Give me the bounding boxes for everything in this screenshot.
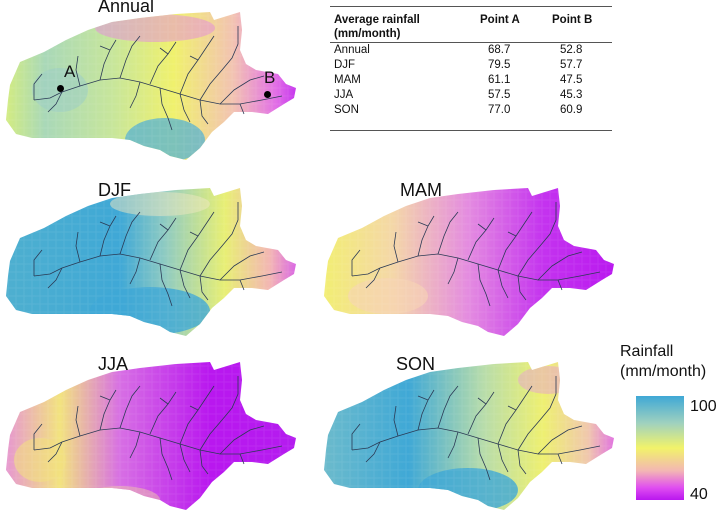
table-top-rule bbox=[330, 6, 612, 7]
table-row: JJA 57.5 45.3 bbox=[330, 89, 612, 103]
table-header-label: Average rainfall (mm/month) bbox=[334, 14, 420, 40]
row-label: JJA bbox=[334, 89, 354, 101]
row-label: SON bbox=[334, 104, 359, 116]
panel-jja: JJA bbox=[0, 350, 300, 518]
point-b-marker bbox=[264, 91, 271, 98]
panel-mam: MAM bbox=[318, 176, 618, 344]
table-bottom-rule bbox=[330, 130, 612, 131]
map-son bbox=[324, 362, 614, 510]
panel-son: SON bbox=[318, 350, 618, 518]
row-point-b: 52.8 bbox=[560, 44, 583, 56]
row-point-a: 57.5 bbox=[488, 89, 511, 101]
map-mam bbox=[324, 188, 614, 336]
row-point-b: 45.3 bbox=[560, 89, 583, 101]
map-annual bbox=[6, 12, 296, 160]
map-jja bbox=[6, 362, 296, 510]
table-row: MAM 61.1 47.5 bbox=[330, 74, 612, 88]
legend-color-bar bbox=[636, 396, 684, 500]
table-row: DJF 79.5 57.7 bbox=[330, 59, 612, 73]
table-header-point-b: Point B bbox=[552, 14, 593, 26]
table-row: SON 77.0 60.9 bbox=[330, 104, 612, 118]
table-row: Annual 68.7 52.8 bbox=[330, 44, 612, 58]
panel-title-son: SON bbox=[396, 354, 436, 374]
map-djf bbox=[6, 188, 296, 336]
row-point-a: 61.1 bbox=[488, 74, 511, 86]
point-b-label: B bbox=[264, 68, 276, 87]
row-point-b: 60.9 bbox=[560, 104, 583, 116]
table-header-point-a: Point A bbox=[480, 14, 520, 26]
row-label: MAM bbox=[334, 74, 361, 86]
panel-title-annual: Annual bbox=[98, 0, 155, 16]
row-point-b: 57.7 bbox=[560, 59, 583, 71]
row-point-a: 79.5 bbox=[488, 59, 511, 71]
panel-djf: DJF bbox=[0, 176, 300, 344]
panel-title-djf: DJF bbox=[98, 180, 131, 200]
row-point-b: 47.5 bbox=[560, 74, 583, 86]
table-header-rule bbox=[330, 42, 612, 43]
panel-annual: Annual A B bbox=[0, 0, 300, 168]
point-a-marker bbox=[57, 85, 64, 92]
row-point-a: 77.0 bbox=[488, 104, 511, 116]
point-a-label: A bbox=[64, 62, 76, 81]
row-point-a: 68.7 bbox=[488, 44, 511, 56]
legend-min-label: 40 bbox=[690, 486, 708, 503]
row-label: DJF bbox=[334, 59, 356, 71]
legend-max-label: 100 bbox=[690, 398, 717, 415]
panel-title-jja: JJA bbox=[98, 354, 129, 374]
row-label: Annual bbox=[334, 44, 370, 56]
panel-title-mam: MAM bbox=[400, 180, 442, 200]
legend-title: Rainfall (mm/month) bbox=[620, 343, 707, 380]
